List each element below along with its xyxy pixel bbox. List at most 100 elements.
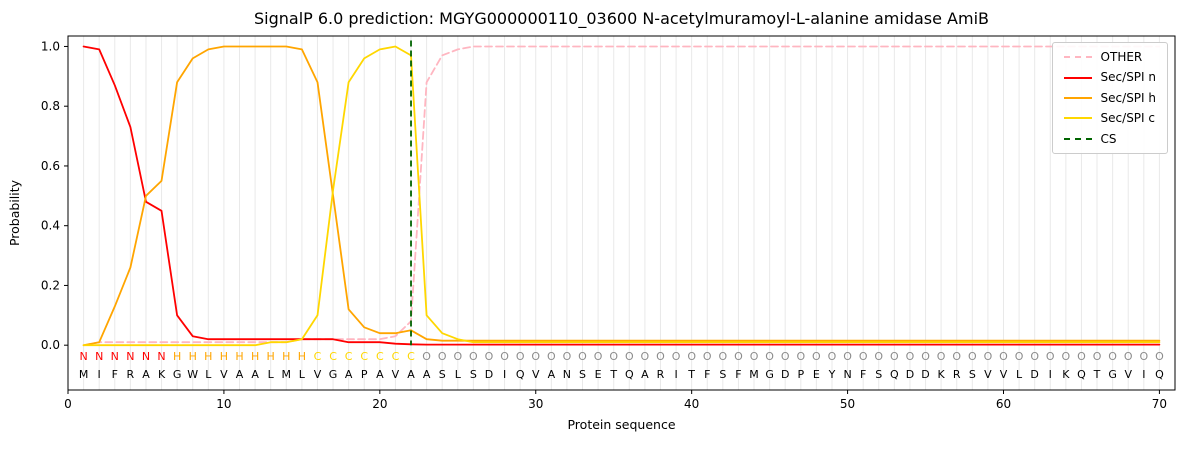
legend-item-sec-spi-n: Sec/SPI n [1063,70,1156,85]
region-letter: O [609,350,618,363]
region-letter: N [157,350,165,363]
region-letter: N [126,350,134,363]
sequence-letter: V [220,368,228,381]
sequence-letter: T [687,368,695,381]
y-tick-label: 0.4 [41,219,60,233]
sequence-letter: P [361,368,368,381]
region-letter: O [1139,350,1148,363]
sequence-letter: S [969,368,976,381]
sequence-letter: F [860,368,866,381]
region-letter: C [376,350,384,363]
region-letter: O [890,350,899,363]
region-letter: O [547,350,556,363]
sequence-letter: L [299,368,306,381]
x-tick-label: 10 [216,397,231,411]
sequence-letter: R [657,368,665,381]
region-letter: O [719,350,728,363]
region-letter: C [329,350,337,363]
sequence-letter: L [205,368,212,381]
x-axis-label: Protein sequence [567,417,675,432]
region-letter: O [1062,350,1071,363]
sequence-letter: K [158,368,166,381]
sequence-letter: S [579,368,586,381]
region-letter: H [251,350,259,363]
sequence-letter: K [1062,368,1070,381]
sequence-letter: D [781,368,789,381]
sequence-letter: A [407,368,415,381]
sequence-letter: M [749,368,759,381]
sequence-letter: D [906,368,914,381]
legend-item-sec-spi-h: Sec/SPI h [1063,91,1156,105]
sequence-letter: V [984,368,992,381]
sequence-letter: S [439,368,446,381]
sequence-letter: A [423,368,431,381]
sequence-letter: L [268,368,275,381]
y-tick-label: 0.8 [41,99,60,113]
sequence-letter: T [609,368,617,381]
legend-label: Sec/SPI n [1100,70,1156,85]
sequence-letter: N [843,368,851,381]
region-letter: O [874,350,883,363]
sequence-letter: W [187,368,198,381]
sequence-letter: I [503,368,506,381]
sequence-letter: Q [625,368,634,381]
region-letter: C [392,350,400,363]
series-line-c [82,45,1161,347]
plot-title: SignalP 6.0 prediction: MGYG000000110_03… [253,9,990,28]
region-letter: O [485,350,494,363]
sequence-letter: Q [1077,368,1086,381]
plot-border [67,35,1176,391]
sequence-letter: G [765,368,774,381]
legend-line-sample [1063,56,1092,59]
x-tick-label: 30 [528,397,543,411]
sequence-letter: L [1016,368,1023,381]
region-letter: O [656,350,665,363]
sequence-letter: M [282,368,292,381]
region-letter: H [298,350,306,363]
series-line-other [82,45,1161,347]
legend-label: CS [1100,131,1117,146]
y-tick-label: 1.0 [41,39,60,53]
region-letter: O [796,350,805,363]
region-letter: H [235,350,243,363]
legend: OTHER Sec/SPI n Sec/SPI h Sec/SPI c CS [1051,42,1168,154]
sequence-letter: L [455,368,462,381]
region-letter: O [1015,350,1024,363]
region-letter: O [859,350,868,363]
legend-label: Sec/SPI c [1100,111,1155,126]
sequence-letter: F [112,368,118,381]
sequence-letter: M [79,368,89,381]
region-letter: O [968,350,977,363]
sequence-letter: G [1108,368,1117,381]
sequence-letter: I [1049,368,1052,381]
sequence-letter: Q [890,368,899,381]
sequence-letter: A [236,368,244,381]
sequence-letter: D [485,368,493,381]
region-letter: H [267,350,275,363]
sequence-letter: Q [516,368,525,381]
sequence-letter: V [532,368,540,381]
region-letter: O [906,350,915,363]
region-letter: O [1155,350,1164,363]
sequence-letter: G [173,368,182,381]
region-letter: O [734,350,743,363]
sequence-letter: T [1093,368,1101,381]
sequence-letter: D [1030,368,1038,381]
x-tick-label: 20 [372,397,387,411]
sequence-letter: A [641,368,649,381]
x-tick-label: 40 [684,397,699,411]
region-letter: O [750,350,759,363]
region-letter: O [781,350,790,363]
sequence-letter: A [251,368,259,381]
sequence-letter: I [1142,368,1145,381]
region-letter: H [173,350,181,363]
region-letter: O [594,350,603,363]
region-letter: O [1030,350,1039,363]
sequence-letter: F [704,368,710,381]
sequence-letter: K [938,368,946,381]
sequence-letter: R [127,368,135,381]
region-letter: O [952,350,961,363]
sequence-letter: D [921,368,929,381]
region-letter: O [999,350,1008,363]
region-letter: O [438,350,447,363]
